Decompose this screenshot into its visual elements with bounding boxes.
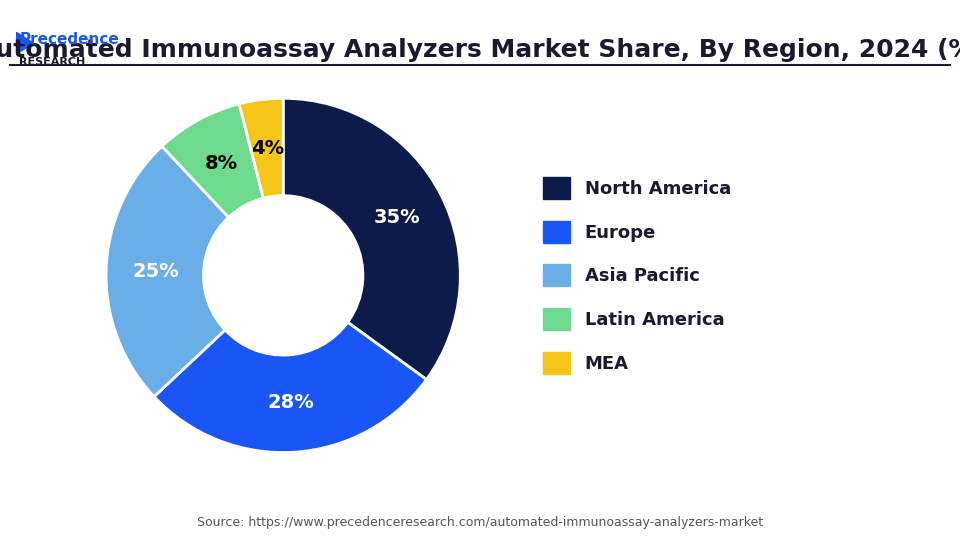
- Wedge shape: [239, 98, 283, 198]
- Text: 8%: 8%: [205, 154, 238, 173]
- Text: 35%: 35%: [373, 208, 420, 227]
- Text: 4%: 4%: [251, 139, 284, 158]
- Text: 28%: 28%: [268, 393, 315, 412]
- Text: RESEARCH: RESEARCH: [19, 57, 85, 67]
- Text: Precedence: Precedence: [19, 32, 119, 48]
- Wedge shape: [107, 146, 228, 397]
- Wedge shape: [162, 104, 263, 217]
- Text: Automated Immunoassay Analyzers Market Share, By Region, 2024 (%): Automated Immunoassay Analyzers Market S…: [0, 38, 960, 62]
- Polygon shape: [16, 32, 34, 54]
- Text: Source: https://www.precedenceresearch.com/automated-immunoassay-analyzers-marke: Source: https://www.precedenceresearch.c…: [197, 516, 763, 529]
- Wedge shape: [283, 98, 460, 380]
- Text: 25%: 25%: [132, 262, 180, 281]
- Wedge shape: [155, 322, 426, 453]
- Legend: North America, Europe, Asia Pacific, Latin America, MEA: North America, Europe, Asia Pacific, Lat…: [536, 170, 738, 381]
